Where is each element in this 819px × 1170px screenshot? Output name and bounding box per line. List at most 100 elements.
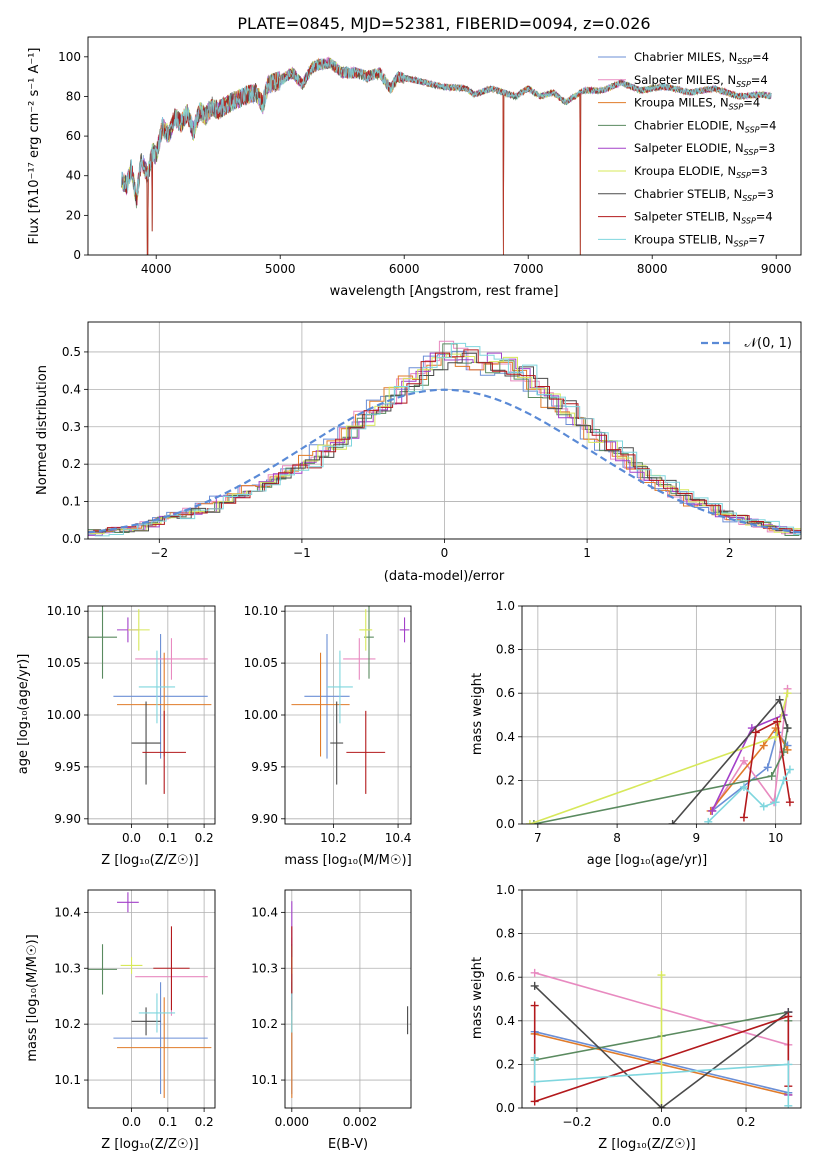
weight-point-marker [530,981,539,990]
y-tick-label: 10.05 [47,656,81,670]
spectrum-ylabel: Flux [fλ10⁻¹⁷ erg cm⁻² s⁻¹ A⁻¹] [27,48,42,245]
normal-legend-label: 𝒩(0, 1) [745,336,792,351]
y-tick-label: 0.2 [62,457,81,471]
y-tick-label: 10.00 [244,708,278,722]
legend-entry-label: Chabrier ELODIE, NSSP=4 [634,118,776,134]
weight-vs-age-xlabel: age [log₁₀(age/yr)] [587,853,708,868]
weight-point-marker [785,798,794,807]
x-tick-label: 0.000 [275,1115,309,1129]
weight-point-marker [739,756,748,765]
axes-frame-7 [521,889,802,1109]
weight-point-marker [759,741,768,750]
weight-point-marker [779,776,788,785]
x-tick-label: 0.002 [343,1115,377,1129]
y-tick-label: 10.3 [54,961,81,975]
spectrum-xlabel: wavelength [Angstrom, rest frame] [330,284,559,299]
x-tick-label: 1 [583,546,591,560]
y-tick-label: 9.90 [251,812,278,826]
y-tick-label: 0.0 [496,817,515,831]
weight-point-marker [530,1077,539,1086]
spectrum-series-line [121,57,772,196]
plot-area-4 [522,606,801,824]
weight-point-marker [775,695,784,704]
age-vs-z-xlabel: Z [log₁₀(Z/Z☉)] [101,853,198,868]
y-tick-label: 0.3 [62,420,81,434]
x-tick-label: 5000 [265,262,296,276]
y-tick-label: 0.2 [496,773,515,787]
x-tick-label: 9 [693,831,701,845]
weight-point-marker [783,689,792,698]
y-tick-label: 0.6 [496,686,515,700]
legend-entry-label: Salpeter STELIB, NSSP=4 [634,210,773,226]
residual-histogram-step [91,352,801,534]
y-tick-label: 80 [66,89,81,103]
weight-point-marker [771,732,780,741]
y-tick-label: 20 [66,208,81,222]
y-tick-label: 0.1 [62,495,81,509]
x-tick-label: 0.2 [195,831,214,845]
y-tick-label: 40 [66,169,81,183]
weight-point-marker [529,820,538,824]
axes-frame-2 [87,605,216,825]
axes-frame-3 [284,605,412,825]
plot-area-7 [522,890,801,1108]
weight-point-marker [783,724,792,733]
weight-point-marker [708,806,717,815]
x-tick-label: 0.1 [158,1115,177,1129]
y-tick-label: 60 [66,129,81,143]
legend-entry-label: Kroupa ELODIE, NSSP=3 [634,164,768,180]
y-tick-label: 9.95 [251,760,278,774]
y-tick-label: 0.4 [62,382,81,396]
residual-ylabel: Normed distribution [35,365,50,495]
y-tick-label: 0.8 [496,643,515,657]
axes-frame-1 [87,321,802,540]
weight-series-line [533,1005,790,1103]
x-tick-label: 4000 [141,262,172,276]
y-tick-label: 10.00 [47,708,81,722]
y-tick-label: 10.2 [54,1017,81,1031]
weight-point-marker [530,1053,539,1062]
axes-frame-6 [284,889,412,1109]
x-tick-label: −2 [150,546,168,560]
weight-vs-z-ylabel: mass weight [470,957,485,1039]
weight-point-marker [525,820,534,824]
x-tick-label: −0.2 [562,1115,591,1129]
weight-point-marker [785,765,794,774]
y-tick-label: 9.95 [54,760,81,774]
age-vs-mass-xlabel: mass [log₁₀(M/M☉)] [284,853,411,868]
weight-point-marker [704,817,713,824]
y-tick-label: 0.2 [496,1057,515,1071]
legend-entry-label: Salpeter ELODIE, NSSP=3 [634,141,775,157]
x-tick-label: 10.2 [320,831,347,845]
y-tick-label: 9.90 [54,812,81,826]
x-tick-label: 9000 [761,262,792,276]
weight-series-line [707,769,791,823]
y-tick-label: 0.6 [496,970,515,984]
x-tick-label: 0.1 [158,831,177,845]
mass-vs-z-xlabel: Z [log₁₀(Z/Z☉)] [101,1137,198,1152]
x-tick-label: 7 [534,831,542,845]
weight-series-line [533,727,789,824]
weight-series-line [709,726,789,812]
y-tick-label: 0.8 [496,927,515,941]
x-tick-label: 8 [613,831,621,845]
mass-vs-ebv-xlabel: E(B-V) [328,1137,368,1152]
plot-area-0 [121,56,772,255]
plot-area-3 [285,606,411,824]
y-tick-label: 0.0 [496,1101,515,1115]
axes-frame-4 [521,605,802,825]
weight-point-marker [657,1104,666,1108]
x-tick-label: 0.2 [736,1115,755,1129]
weight-vs-age-ylabel: mass weight [470,673,485,755]
weight-point-marker [784,1012,793,1021]
weight-point-marker [530,1097,539,1106]
residual-histogram-step [94,342,801,537]
legend-entry-label: Kroupa STELIB, NSSP=7 [634,232,765,248]
x-tick-label: −1 [293,546,311,560]
x-tick-label: 10 [768,831,783,845]
y-tick-label: 10.10 [47,604,81,618]
x-tick-label: 2 [726,546,734,560]
plot-area-1 [88,322,801,539]
x-tick-label: 8000 [637,262,668,276]
